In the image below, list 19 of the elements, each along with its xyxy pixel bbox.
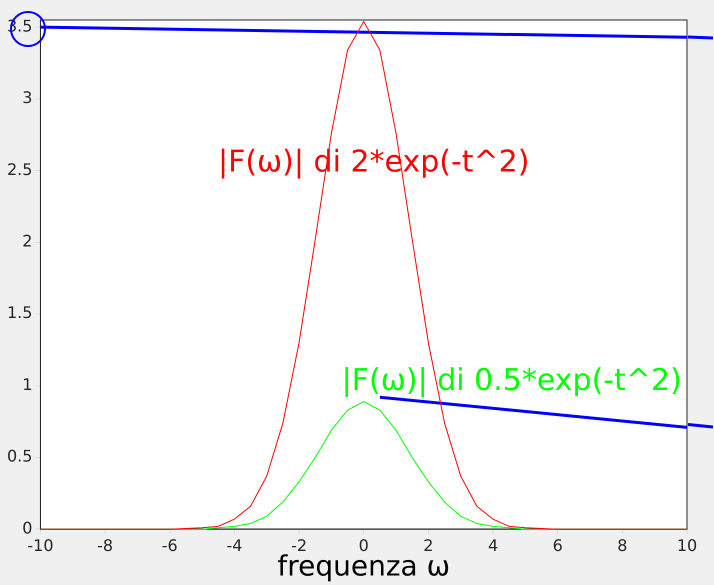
y-tick-label: 2.5 (6, 160, 32, 179)
x-tick-label: 4 (488, 536, 498, 555)
x-tick-label: -6 (162, 536, 178, 555)
y-tick-label: 2 (22, 231, 32, 250)
x-tick-label: 0 (358, 536, 369, 555)
x-tick-label: -4 (226, 536, 242, 555)
y-tick-label: 0 (22, 518, 32, 538)
x-tick-label: 2 (423, 536, 434, 555)
y-tick-label: 1 (22, 374, 32, 394)
y-tick-label: 1.5 (6, 303, 32, 322)
x-tick-label: -8 (97, 536, 114, 555)
series-label: |F(ω)| di 0.5*exp(-t^2) (342, 363, 682, 398)
x-tick-label: 6 (552, 536, 563, 555)
x-tick-label: 8 (617, 536, 628, 555)
x-tick-label: -2 (291, 536, 308, 555)
y-tick-label: 0.5 (6, 446, 32, 466)
x-tick-label: -10 (27, 536, 54, 555)
x-tick-label: 10 (676, 536, 698, 555)
y-tick-label: 3 (22, 88, 32, 108)
